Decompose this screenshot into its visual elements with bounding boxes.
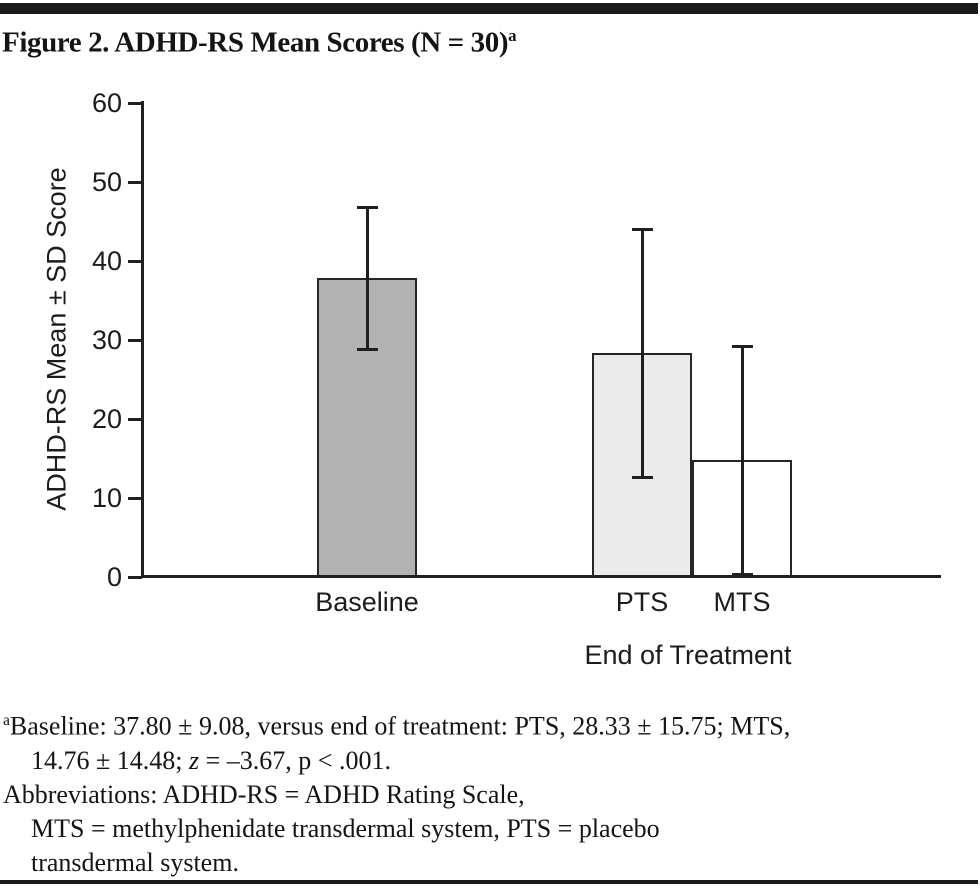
top-rule (0, 3, 978, 14)
x-category-label-mts: MTS (713, 587, 771, 617)
error-bar-line (740, 346, 744, 575)
y-tick-label: 30 (91, 325, 122, 355)
footnote-line-4: MTS = methylphenidate transdermal system… (31, 813, 660, 843)
error-bar-cap-top (731, 345, 753, 348)
x-category-label-pts: PTS (615, 587, 669, 617)
footnote-line-1: aBaseline: 37.80 ± 9.08, versus end of t… (3, 704, 973, 744)
error-bar-cap-bottom (731, 572, 753, 576)
x-axis-line (141, 575, 941, 578)
footnote-line-3: Abbreviations: ADHD-RS = ADHD Rating Sca… (3, 779, 525, 809)
figure-title-text: Figure 2. ADHD-RS Mean Scores (N = 30) (2, 26, 509, 59)
y-tick-label: 20 (91, 404, 122, 434)
figure-title: Figure 2. ADHD-RS Mean Scores (N = 30)a (2, 26, 517, 60)
footnote-line-2-post: = –3.67, p < .001. (199, 745, 391, 775)
footnote-line-5: transdermal system. (31, 847, 239, 877)
figure-title-superscript: a (508, 26, 517, 45)
y-tick-label: 40 (91, 246, 122, 276)
y-tick (128, 259, 142, 263)
error-bar-cap-bottom (631, 475, 653, 479)
x-axis-group-title: End of Treatment (584, 640, 792, 670)
error-bar-cap-top (356, 205, 378, 209)
footnote-marker: a (3, 712, 10, 729)
footnote-line-1-text: Baseline: 37.80 ± 9.08, versus end of tr… (9, 711, 791, 741)
error-bar-cap-bottom (356, 348, 378, 352)
y-tick-label: 60 (91, 88, 122, 118)
error-bar-cap-top (631, 227, 653, 231)
y-tick (128, 180, 142, 184)
y-axis-title: ADHD-RS Mean ± SD Score (41, 167, 72, 511)
y-tick-label: 10 (91, 483, 122, 513)
bottom-rule (0, 880, 978, 884)
footnote-line-2-pre: 14.76 ± 14.48; (31, 745, 189, 775)
y-tick (128, 338, 142, 342)
x-category-label-baseline: Baseline (315, 587, 419, 617)
error-bar-line (640, 228, 644, 478)
footnote-line-2-stat: z (189, 745, 200, 775)
y-tick (128, 496, 142, 500)
error-bar-line (365, 206, 369, 351)
y-axis-line (141, 101, 144, 578)
footnotes: aBaseline: 37.80 ± 9.08, versus end of t… (3, 704, 973, 880)
footnote-line-2: 14.76 ± 14.48; z = –3.67, p < .001. (3, 744, 973, 778)
y-tick (128, 575, 142, 579)
y-tick (128, 101, 142, 105)
y-tick (128, 417, 142, 421)
y-tick-label: 50 (91, 167, 122, 197)
y-tick-label: 0 (106, 562, 122, 592)
